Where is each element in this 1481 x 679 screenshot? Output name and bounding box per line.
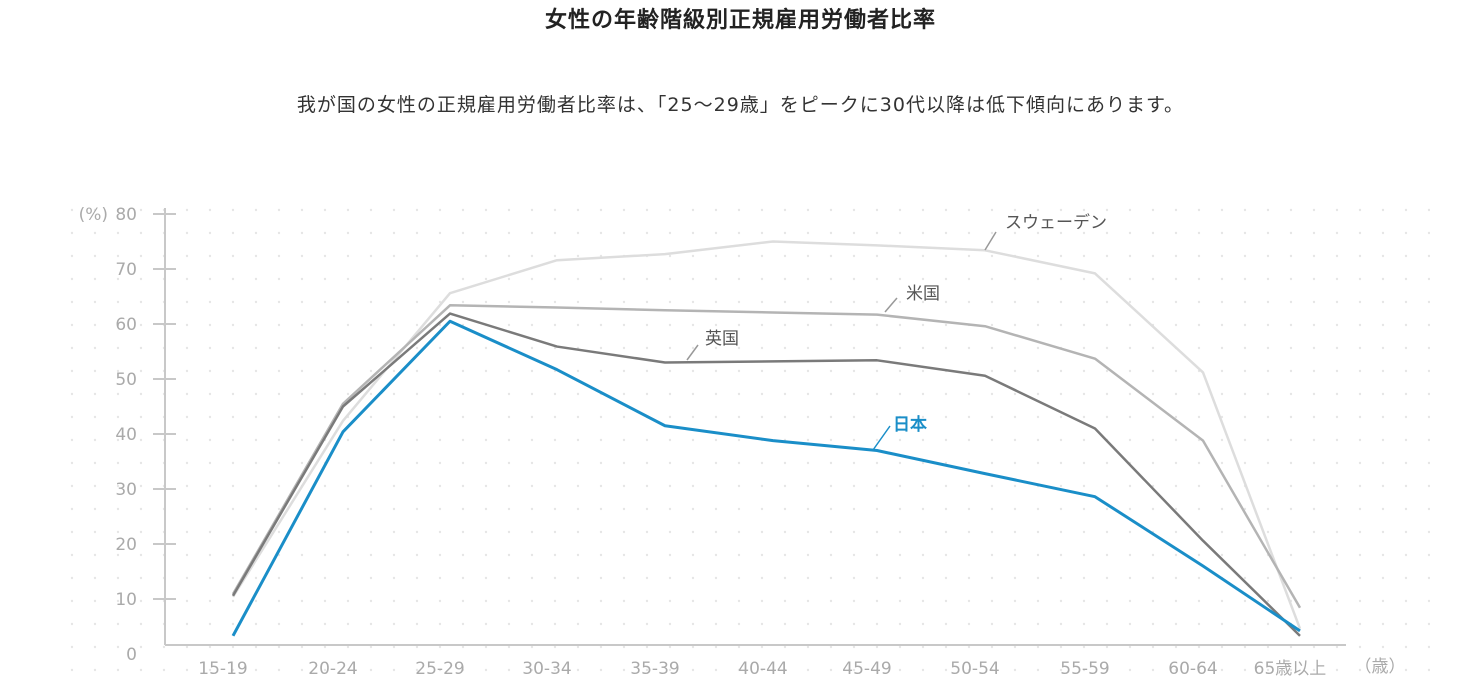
x-tick-label: 35-39 [630,659,679,679]
page-title: 女性の年齢階級別正規雇用労働者比率 [544,8,936,33]
series-label-leader [984,231,997,251]
x-tick-label: 20-24 [308,659,357,679]
y-tick-label: 60 [115,315,137,335]
x-tick-label: 50-54 [950,659,999,679]
x-tick-label: 15-19 [198,659,247,679]
page-subtitle: 我が国の女性の正規雇用労働者比率は、「25〜29歳」をピークに30代以降は低下傾… [296,94,1185,116]
x-tick-label: 60-64 [1168,659,1217,679]
series-label-leader [884,297,898,313]
x-tick-label: 55-59 [1060,659,1109,679]
y-tick-label: 20 [115,535,137,555]
y-tick-label: 80 [115,205,137,225]
y-tick-label: 40 [115,425,137,445]
y-tick-label: 0 [126,645,137,665]
series-label: 英国 [705,329,739,349]
series-label-leader [686,344,699,361]
x-tick-label: 65歳以上 [1254,659,1327,679]
y-tick-label: 10 [115,590,137,610]
plot-background [60,190,1430,679]
x-tick-label: 30-34 [522,659,571,679]
series-label: スウェーデン [1005,212,1107,233]
series-label-leader [872,425,891,451]
series-label: 米国 [906,284,940,304]
y-tick-label: 70 [115,260,137,280]
x-tick-label: 40-44 [738,659,787,679]
y-axis-unit: (%) [79,205,108,225]
y-tick-label: 50 [115,370,137,390]
y-tick-label: 30 [115,480,137,500]
x-tick-label: 25-29 [415,659,464,679]
x-axis-unit: （歳） [1355,657,1406,677]
x-tick-label: 45-49 [842,659,891,679]
series-label: 日本 [893,414,927,435]
